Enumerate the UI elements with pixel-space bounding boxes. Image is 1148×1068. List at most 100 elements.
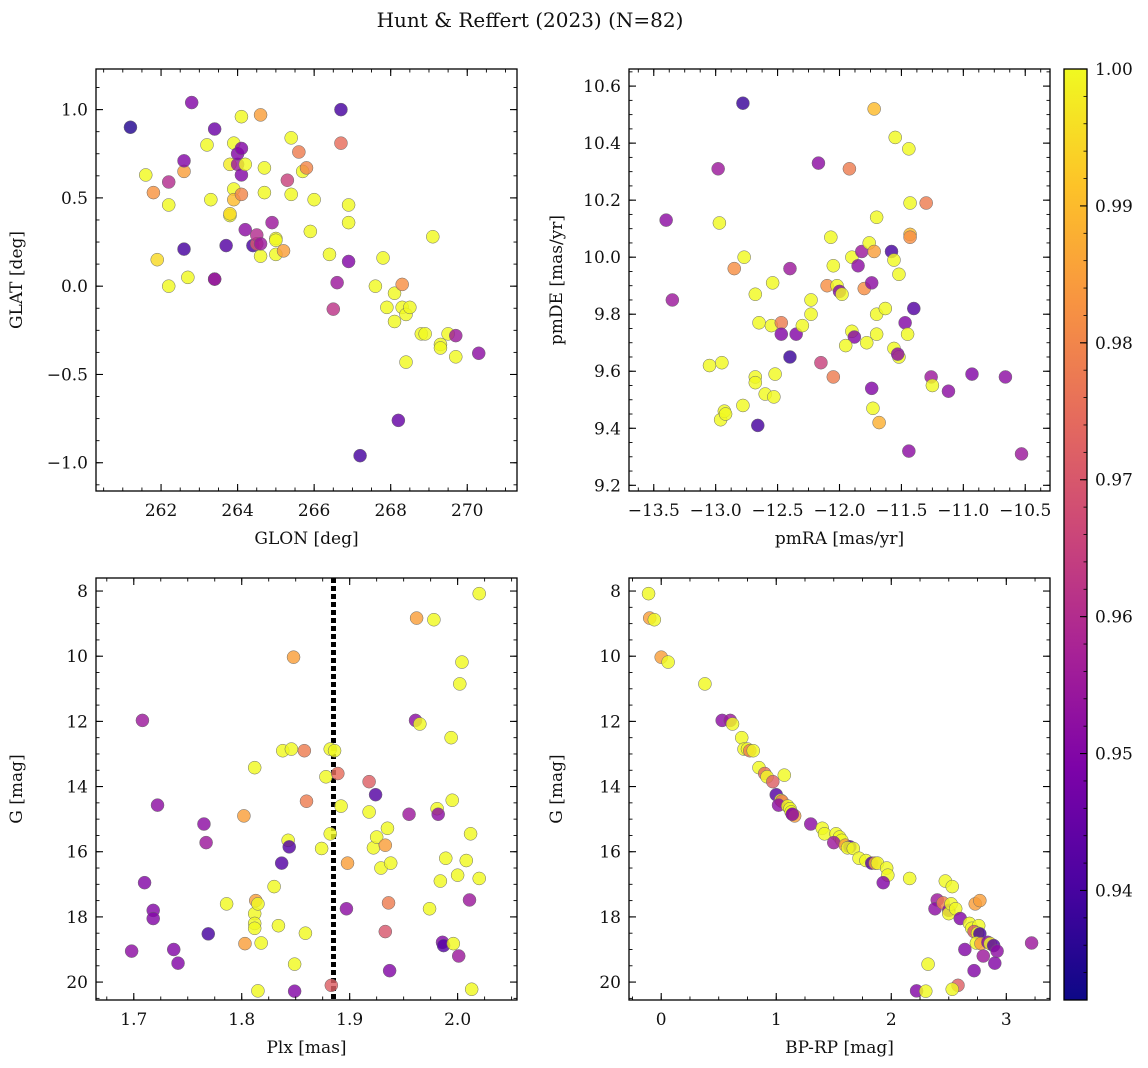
- data-point: [748, 375, 763, 390]
- points-layer: [124, 578, 486, 1000]
- x-tick-label: −12.5: [752, 501, 804, 521]
- colorbar: 0.94 0.95 0.96 0.97 0.98 0.99 1.00: [1063, 60, 1133, 1001]
- data-point: [804, 307, 818, 321]
- data-point: [139, 168, 153, 182]
- data-point: [842, 162, 857, 176]
- data-point: [234, 187, 249, 202]
- data-point: [734, 730, 749, 745]
- data-point: [368, 279, 383, 293]
- x-axis-label: Plx [mas]: [266, 1038, 346, 1058]
- data-point: [1024, 936, 1039, 950]
- data-point: [166, 942, 181, 957]
- data-point: [659, 213, 673, 227]
- data-point: [135, 713, 150, 728]
- data-point: [902, 871, 917, 886]
- data-point: [736, 398, 750, 413]
- data-point: [892, 267, 906, 282]
- data-point: [247, 921, 262, 936]
- data-point: [409, 611, 424, 625]
- y-tick-label: 10.0: [583, 248, 621, 268]
- x-tick-label: −13.0: [690, 501, 742, 521]
- x-tick-label: 264: [221, 501, 253, 521]
- x-tick-label: 270: [451, 501, 483, 521]
- data-point: [204, 192, 218, 207]
- data-point: [449, 350, 463, 364]
- data-point: [238, 936, 252, 951]
- data-point: [867, 244, 881, 259]
- data-point: [898, 316, 912, 330]
- data-point: [201, 927, 216, 941]
- data-point: [181, 270, 195, 285]
- data-point: [353, 448, 367, 463]
- data-point: [171, 956, 185, 970]
- colorbar-tick-label: 0.96: [1095, 608, 1133, 628]
- x-tick-label: 2: [886, 1010, 897, 1030]
- data-point: [184, 95, 199, 110]
- data-point: [257, 161, 272, 175]
- data-point: [765, 276, 780, 290]
- y-tick-label: −1.0: [47, 454, 88, 474]
- data-point: [280, 173, 295, 187]
- data-point: [284, 131, 298, 145]
- data-point: [463, 827, 478, 841]
- data-point: [903, 196, 917, 210]
- data-point: [767, 390, 781, 404]
- y-axis-label: G [mag]: [7, 754, 27, 823]
- data-point: [803, 817, 818, 831]
- x-tick-label: −11.5: [875, 501, 927, 521]
- data-point: [907, 301, 921, 316]
- data-point: [851, 258, 865, 273]
- data-point: [433, 874, 448, 888]
- data-point: [958, 942, 972, 957]
- y-tick-label: 8: [77, 582, 88, 602]
- data-point: [768, 367, 782, 381]
- data-point: [869, 327, 884, 341]
- data-point: [902, 444, 916, 458]
- data-point: [783, 261, 797, 276]
- scatter-panel-1: 262 264 266 268 270 −1.0 −0.5 0.0 0.5 1.0 GLON [de…: [7, 68, 518, 549]
- data-point: [472, 586, 486, 601]
- data-point: [331, 766, 345, 781]
- data-point: [237, 809, 251, 823]
- data-point: [314, 841, 329, 856]
- data-point: [146, 911, 160, 926]
- data-point: [369, 830, 384, 844]
- data-point: [161, 175, 176, 189]
- y-axis-label: pmDE [mas/yr]: [547, 215, 567, 345]
- data-point: [298, 926, 313, 940]
- data-point: [826, 258, 841, 273]
- data-point: [376, 251, 390, 265]
- data-point: [146, 185, 161, 200]
- data-point: [945, 982, 959, 996]
- x-tick-label: 2.0: [444, 1010, 471, 1030]
- data-point: [334, 799, 348, 813]
- data-point: [967, 963, 981, 978]
- data-point: [287, 957, 302, 971]
- data-point: [752, 316, 766, 330]
- plot-frame: [628, 577, 1051, 1001]
- points-layer: [641, 586, 1039, 998]
- data-point: [330, 275, 344, 290]
- data-point: [287, 984, 302, 998]
- data-point: [238, 222, 253, 237]
- colorbar-tick-label: 0.94: [1095, 881, 1133, 901]
- data-point: [297, 743, 312, 758]
- x-tick-label: −13.5: [628, 501, 680, 521]
- data-point: [718, 407, 733, 421]
- data-point: [864, 276, 879, 290]
- data-point: [444, 730, 458, 745]
- data-point: [665, 293, 680, 307]
- x-tick-label: −12.0: [813, 501, 865, 521]
- data-point: [866, 401, 880, 416]
- data-point: [471, 346, 486, 361]
- x-tick-label: 1: [771, 1010, 782, 1030]
- data-point: [339, 902, 354, 916]
- data-point: [219, 238, 233, 253]
- data-point: [439, 851, 453, 865]
- data-point: [150, 252, 164, 267]
- data-point: [123, 120, 138, 135]
- x-tick-label: 0: [656, 1010, 667, 1030]
- data-point: [271, 918, 286, 933]
